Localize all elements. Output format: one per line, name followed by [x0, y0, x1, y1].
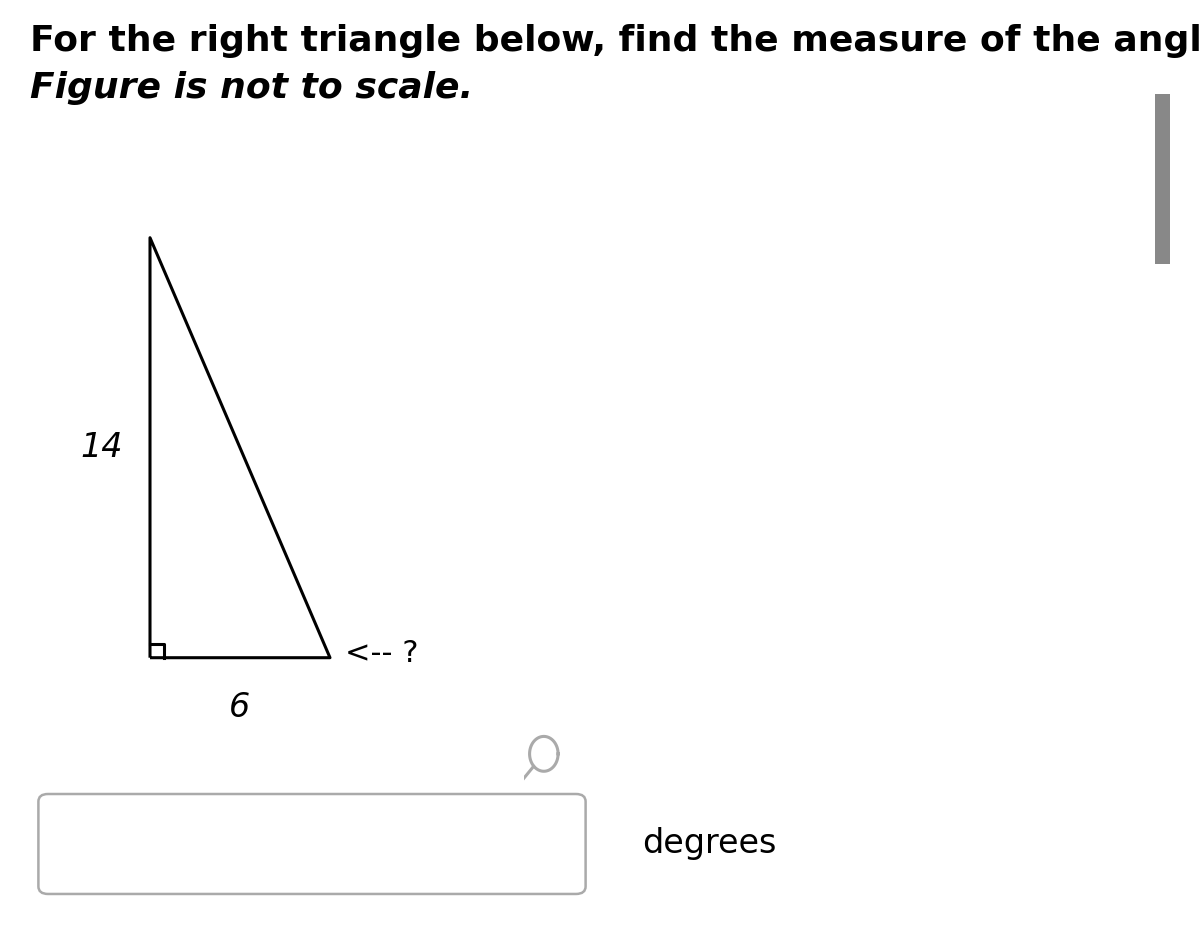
Text: 6: 6 [229, 690, 251, 723]
Text: For the right triangle below, find the measure of the angle.: For the right triangle below, find the m… [30, 24, 1200, 58]
Text: Figure is not to scale.: Figure is not to scale. [30, 71, 473, 105]
Text: degrees: degrees [642, 828, 776, 860]
Bar [1156, 94, 1170, 264]
Text: 14: 14 [80, 431, 124, 464]
Text: <-- ?: <-- ? [346, 638, 419, 668]
